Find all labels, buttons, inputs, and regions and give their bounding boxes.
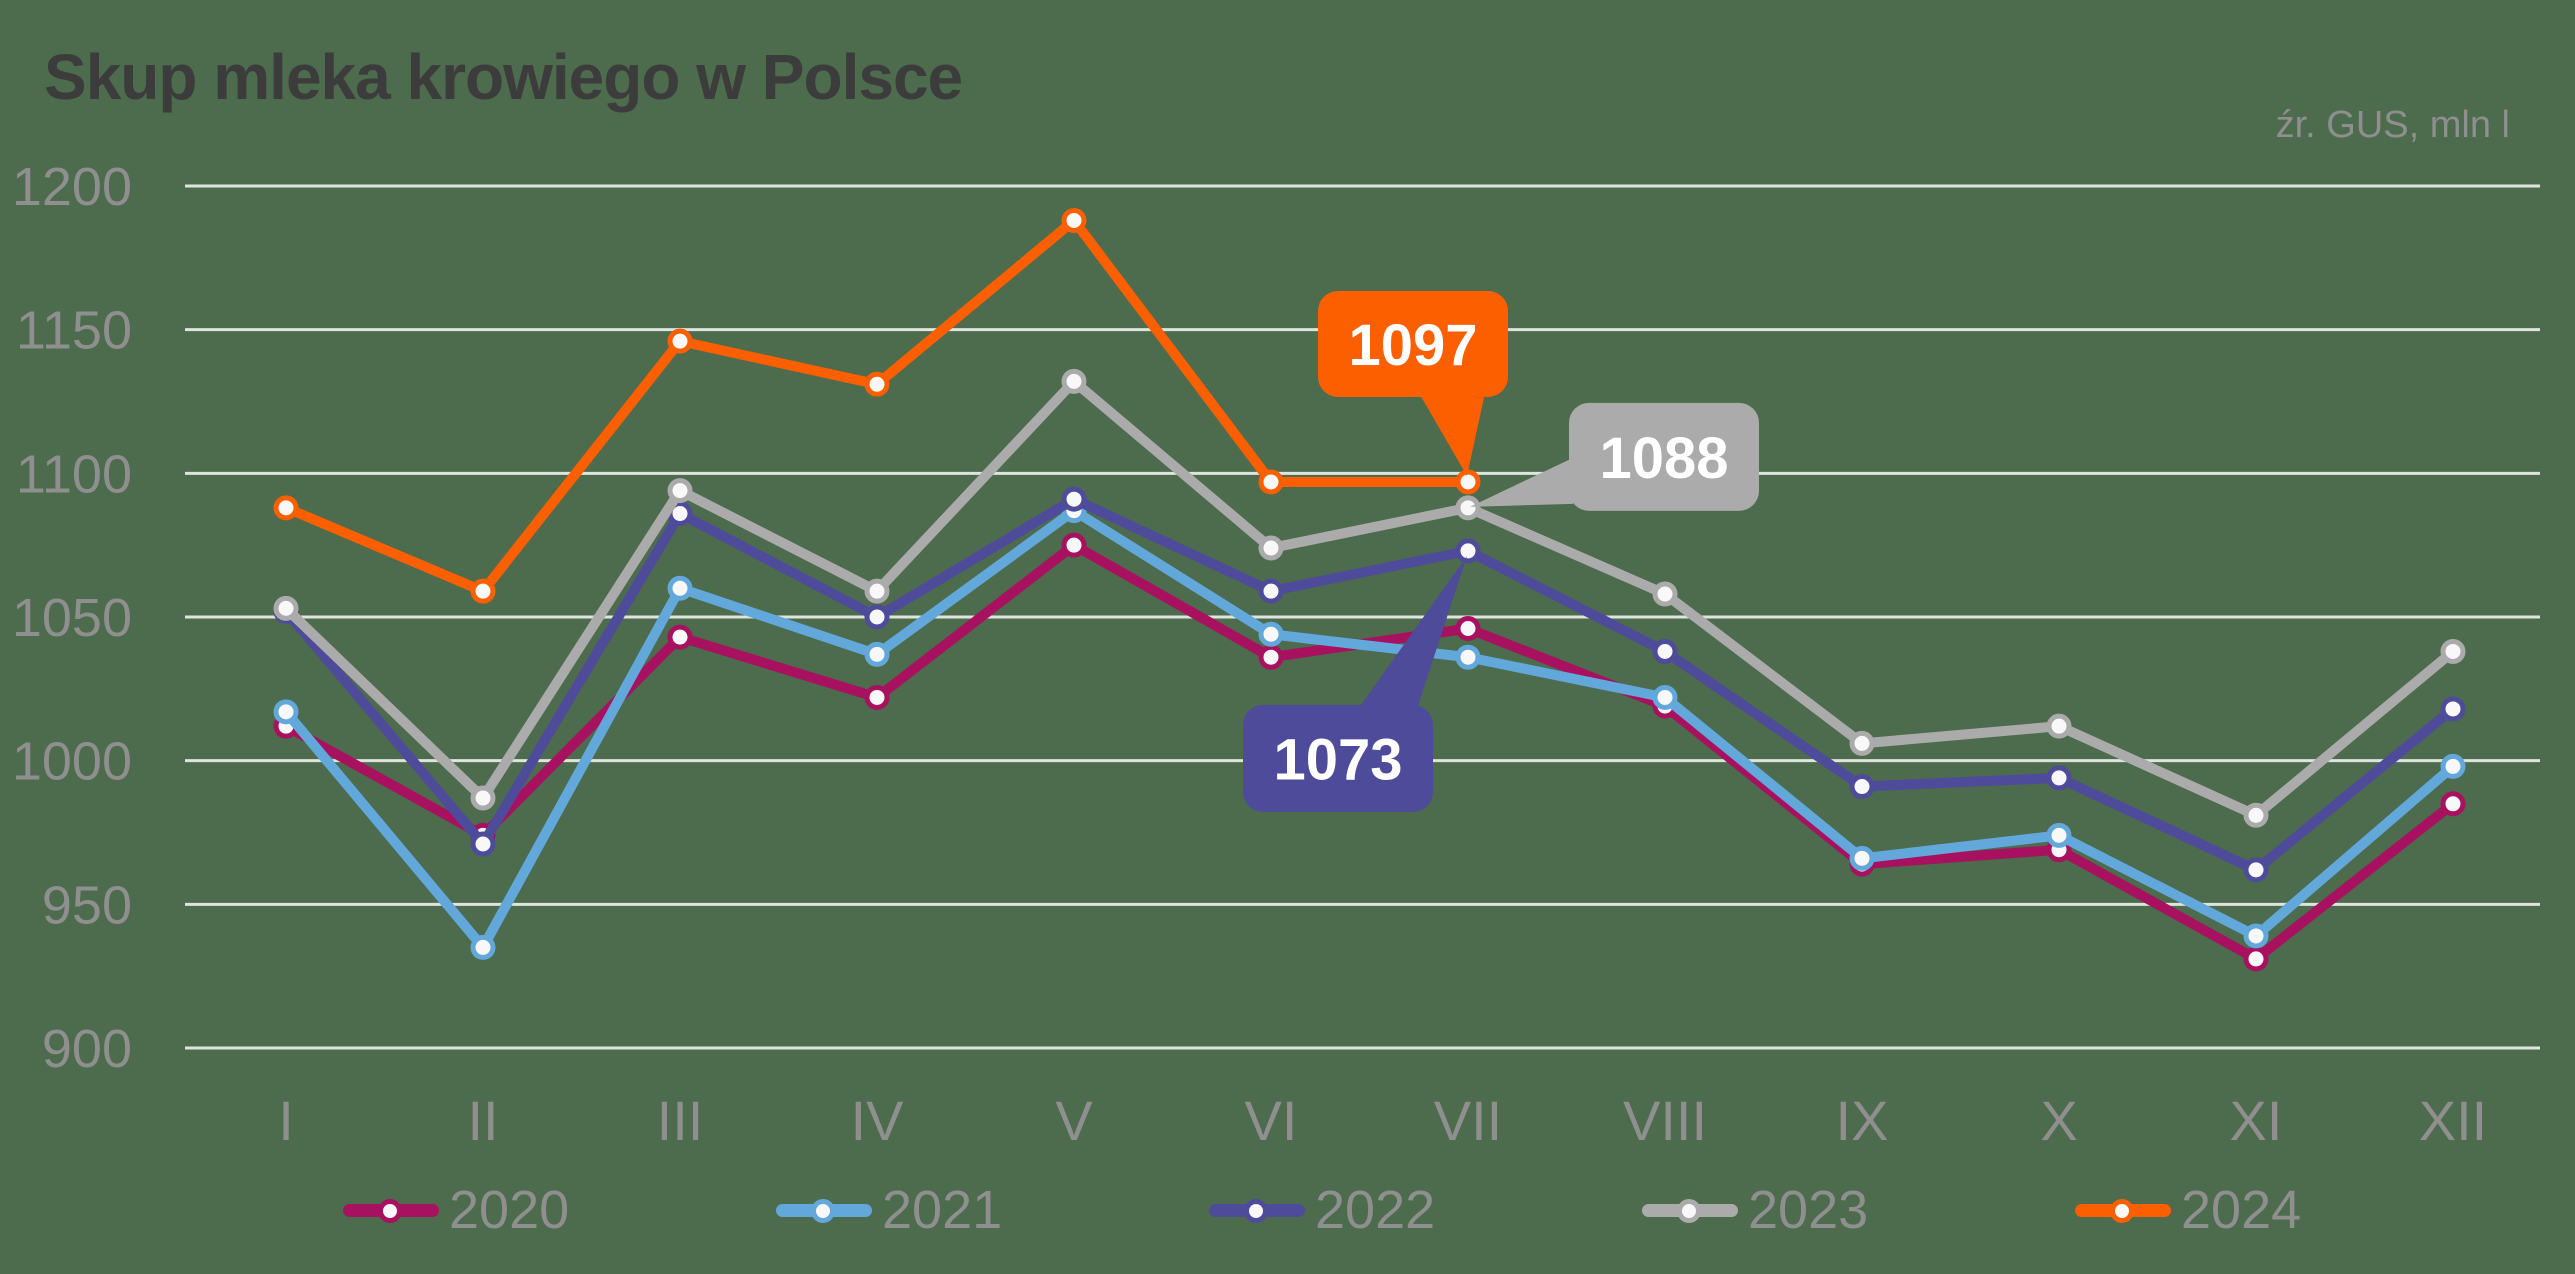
- data-point-2021-II: [470, 934, 496, 960]
- data-point-2021-X: [2046, 822, 2072, 848]
- x-tick-label: X: [2040, 1089, 2077, 1152]
- data-point-2020-XII: [2440, 791, 2466, 817]
- y-tick-label: 1100: [16, 444, 132, 504]
- series-line-2021: [281, 505, 2458, 953]
- series-line-2023: [281, 376, 2458, 821]
- data-point-2023-X: [2046, 713, 2072, 739]
- data-point-2022-V: [1061, 486, 1087, 512]
- callout-box-2023: [1569, 402, 1759, 511]
- data-point-2024-I: [273, 495, 299, 521]
- callout-tail-2023: [1470, 457, 1573, 507]
- x-tick-label: IV: [851, 1089, 905, 1152]
- data-point-2021-I: [273, 699, 299, 725]
- data-point-2022-VI: [1258, 578, 1284, 604]
- y-tick-label: 1150: [16, 301, 132, 361]
- data-point-2020-XI: [2243, 946, 2269, 972]
- callout-box-2024: [1318, 290, 1508, 397]
- data-point-2023-V: [1061, 368, 1087, 394]
- data-point-2021-XI: [2243, 923, 2269, 949]
- data-point-2022-XI: [2243, 857, 2269, 883]
- x-tick-label: XII: [2419, 1089, 2487, 1152]
- data-point-2023-I: [273, 595, 299, 621]
- callout-box-2022: [1243, 704, 1433, 812]
- data-point-2021-IV: [864, 641, 890, 667]
- x-tick-label: XI: [2230, 1089, 2283, 1152]
- data-point-2022-X: [2046, 765, 2072, 791]
- callout-tail-2022: [1356, 555, 1467, 712]
- data-point-2021-VI: [1258, 621, 1284, 647]
- x-tick-label: III: [657, 1089, 704, 1152]
- data-point-2024-IV: [864, 371, 890, 397]
- callout-value-2023: 1088: [1599, 426, 1728, 491]
- series-line-2024: [281, 215, 1473, 597]
- data-point-2021-IX: [1849, 845, 1875, 871]
- data-point-2024-V: [1061, 207, 1087, 233]
- x-tick-label: V: [1055, 1089, 1093, 1152]
- data-point-2024-VI: [1258, 469, 1284, 495]
- x-tick-label: IX: [1836, 1089, 1889, 1152]
- data-point-2023-IX: [1849, 730, 1875, 756]
- data-point-2022-IX: [1849, 774, 1875, 800]
- y-tick-label: 1200: [12, 157, 132, 217]
- data-point-2020-VI: [1258, 644, 1284, 670]
- data-point-2023-IV: [864, 578, 890, 604]
- callout-value-2022: 1073: [1273, 727, 1402, 792]
- data-point-2021-III: [667, 575, 693, 601]
- data-point-2020-VII: [1455, 615, 1481, 641]
- callout-tail-2024: [1419, 392, 1485, 476]
- y-tick-label: 1050: [12, 588, 132, 648]
- data-point-2020-V: [1061, 532, 1087, 558]
- data-point-2024-III: [667, 328, 693, 354]
- y-tick-label: 1000: [12, 732, 132, 792]
- source-note: źr. GUS, mln l: [2275, 104, 2510, 146]
- data-point-2021-VIII: [1652, 684, 1678, 710]
- series-line-2022: [281, 494, 2458, 875]
- callout-value-2024: 1097: [1348, 313, 1477, 378]
- data-point-2021-XII: [2440, 753, 2466, 779]
- data-point-2024-II: [470, 578, 496, 604]
- data-point-2022-IV: [864, 604, 890, 630]
- x-tick-label: VIII: [1623, 1089, 1707, 1152]
- data-point-2023-VIII: [1652, 581, 1678, 607]
- data-point-2023-III: [667, 478, 693, 504]
- data-point-2022-VII: [1455, 538, 1481, 564]
- data-point-2023-XI: [2243, 802, 2269, 828]
- x-tick-label: II: [467, 1089, 498, 1152]
- data-point-2023-VII: [1455, 495, 1481, 521]
- data-point-2022-VIII: [1652, 638, 1678, 664]
- y-tick-label: 950: [42, 875, 132, 935]
- x-tick-label: VII: [1434, 1089, 1502, 1152]
- data-point-2022-II: [470, 831, 496, 857]
- x-tick-label: I: [278, 1089, 294, 1152]
- data-point-2020-III: [667, 624, 693, 650]
- data-point-2023-VI: [1258, 535, 1284, 561]
- x-tick-label: VI: [1245, 1089, 1298, 1152]
- data-point-2020-IV: [864, 684, 890, 710]
- data-point-2023-XII: [2440, 638, 2466, 664]
- data-point-2021-VII: [1455, 644, 1481, 670]
- data-point-2024-VII: [1455, 469, 1481, 495]
- chart-title: Skup mleka krowiego w Polsce: [44, 41, 963, 113]
- y-tick-label: 900: [42, 1019, 132, 1079]
- data-point-2022-XII: [2440, 696, 2466, 722]
- data-point-2023-II: [470, 785, 496, 811]
